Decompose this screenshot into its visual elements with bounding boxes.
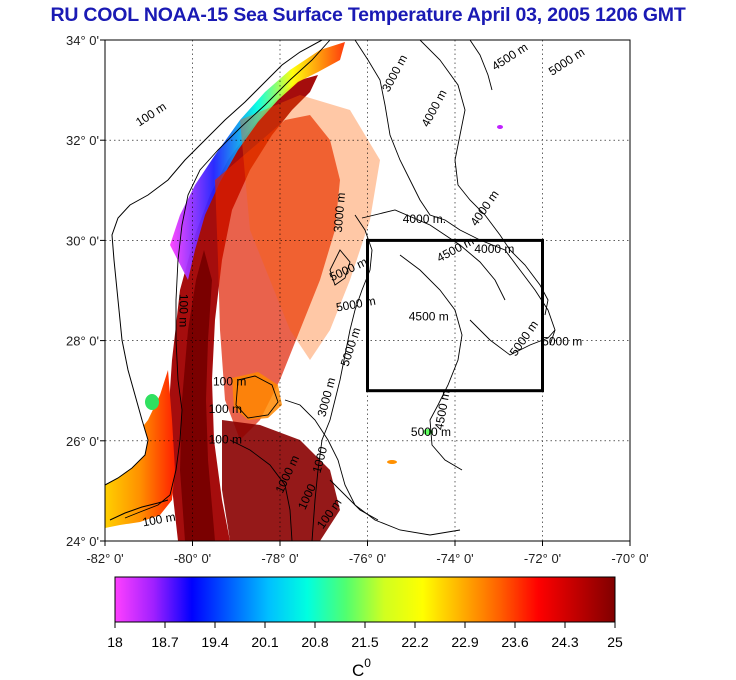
contour-100m-florida bbox=[124, 409, 183, 519]
contour-3000m-a bbox=[354, 40, 556, 346]
colorbar-tick-label: 24.3 bbox=[551, 634, 578, 650]
contour-3000m-b bbox=[311, 214, 373, 541]
lon-tick-label: -70° 0' bbox=[611, 551, 648, 566]
lon-tick-label: -80° 0' bbox=[174, 551, 211, 566]
lon-tick-label: -76° 0' bbox=[349, 551, 386, 566]
contour-4000m-b bbox=[361, 209, 506, 301]
lat-tick-label: 24° 0' bbox=[66, 534, 99, 549]
contour-label: 100 m bbox=[209, 432, 242, 446]
contour-5000m bbox=[399, 254, 463, 471]
lat-tick-label: 32° 0' bbox=[66, 133, 99, 148]
colorbar-unit-label: C0 bbox=[352, 656, 371, 680]
colorbar-tick-label: 25 bbox=[607, 634, 623, 650]
contour-label: 100 m bbox=[141, 510, 176, 530]
lon-tick-label: -72° 0' bbox=[524, 551, 561, 566]
contour-bahamas-2 bbox=[284, 399, 461, 536]
colorbar-tick-label: 19.4 bbox=[201, 634, 228, 650]
colorbar-tick-label: 21.5 bbox=[351, 634, 378, 650]
contour-label: 4500 m bbox=[432, 389, 453, 431]
colorbar-ticks: 18 18.7 19.4 20.1 20.8 21.5 22.2 22.9 23.6 24.3 25 bbox=[107, 622, 623, 650]
contour-label: 4500 m bbox=[409, 310, 449, 324]
longitude-axis: -82° 0' -80° 0' -78° 0' -76° 0' -74° 0' -72° … bbox=[86, 541, 649, 566]
colorbar-tick-label: 22.2 bbox=[401, 634, 428, 650]
colorbar-tick-label: 22.9 bbox=[451, 634, 478, 650]
colorbar: 18 18.7 19.4 20.1 20.8 21.5 22.2 22.9 23.6 24.3 25… bbox=[107, 576, 623, 680]
colorbar-tick-label: 23.6 bbox=[501, 634, 528, 650]
map-title: RU COOL NOAA-15 Sea Surface Temperature … bbox=[50, 4, 686, 26]
contour-label: 5000 m bbox=[542, 335, 582, 349]
lon-tick-label: -78° 0' bbox=[261, 551, 298, 566]
coastal-cold-band bbox=[170, 42, 345, 280]
lat-tick-label: 34° 0' bbox=[66, 33, 99, 48]
offshore-warm-patch bbox=[215, 115, 340, 440]
contour-label: 100 m bbox=[213, 375, 246, 389]
contour-label: 100 m bbox=[176, 294, 190, 327]
us-east-coast-landmass bbox=[105, 40, 323, 486]
latitude-axis: 34° 0' 32° 0' 30° 0' 28° 0' 26° 0' 24° 0' bbox=[66, 33, 105, 549]
contour-100m-north bbox=[175, 40, 331, 411]
colorbar-tick-label: 20.1 bbox=[251, 634, 278, 650]
colorbar-gradient bbox=[115, 577, 615, 622]
sst-imagery bbox=[105, 42, 503, 541]
colorbar-tick-label: 18 bbox=[107, 634, 123, 650]
contour-4500m bbox=[469, 40, 493, 91]
lat-tick-label: 30° 0' bbox=[66, 233, 99, 248]
contour-5000m-east bbox=[469, 319, 556, 356]
contour-label: 4000 m bbox=[474, 242, 514, 256]
lake-okeechobee bbox=[145, 394, 159, 410]
contour-label: 100 m bbox=[209, 402, 242, 416]
colorbar-tick-label: 18.7 bbox=[151, 634, 178, 650]
contour-label: 5000 m bbox=[335, 294, 377, 315]
gulf-stream-core bbox=[180, 250, 215, 541]
contour-label: 3000 m bbox=[331, 192, 348, 233]
lon-tick-label: -82° 0' bbox=[86, 551, 123, 566]
bathymetry-contours bbox=[124, 40, 556, 541]
lat-tick-label: 28° 0' bbox=[66, 334, 99, 349]
contour-ridge-small bbox=[329, 249, 351, 286]
contour-bahamas-3 bbox=[229, 439, 293, 541]
small-sst-spot bbox=[497, 125, 503, 129]
lon-tick-label: -74° 0' bbox=[436, 551, 473, 566]
contour-4000m-a bbox=[419, 40, 549, 316]
colorbar-tick-label: 20.8 bbox=[301, 634, 328, 650]
contour-bahamas bbox=[235, 375, 279, 419]
contour-label: 4000 m. bbox=[403, 212, 446, 226]
bahamas-dark bbox=[222, 420, 340, 541]
contour-label: 1000 bbox=[310, 445, 331, 475]
gridlines bbox=[105, 40, 630, 541]
contour-label: 5000 m bbox=[411, 425, 451, 439]
small-sst-spot bbox=[387, 460, 397, 464]
contour-bahamas-4 bbox=[329, 479, 379, 521]
lat-tick-label: 26° 0' bbox=[66, 434, 99, 449]
offshore-scatter bbox=[240, 95, 380, 360]
